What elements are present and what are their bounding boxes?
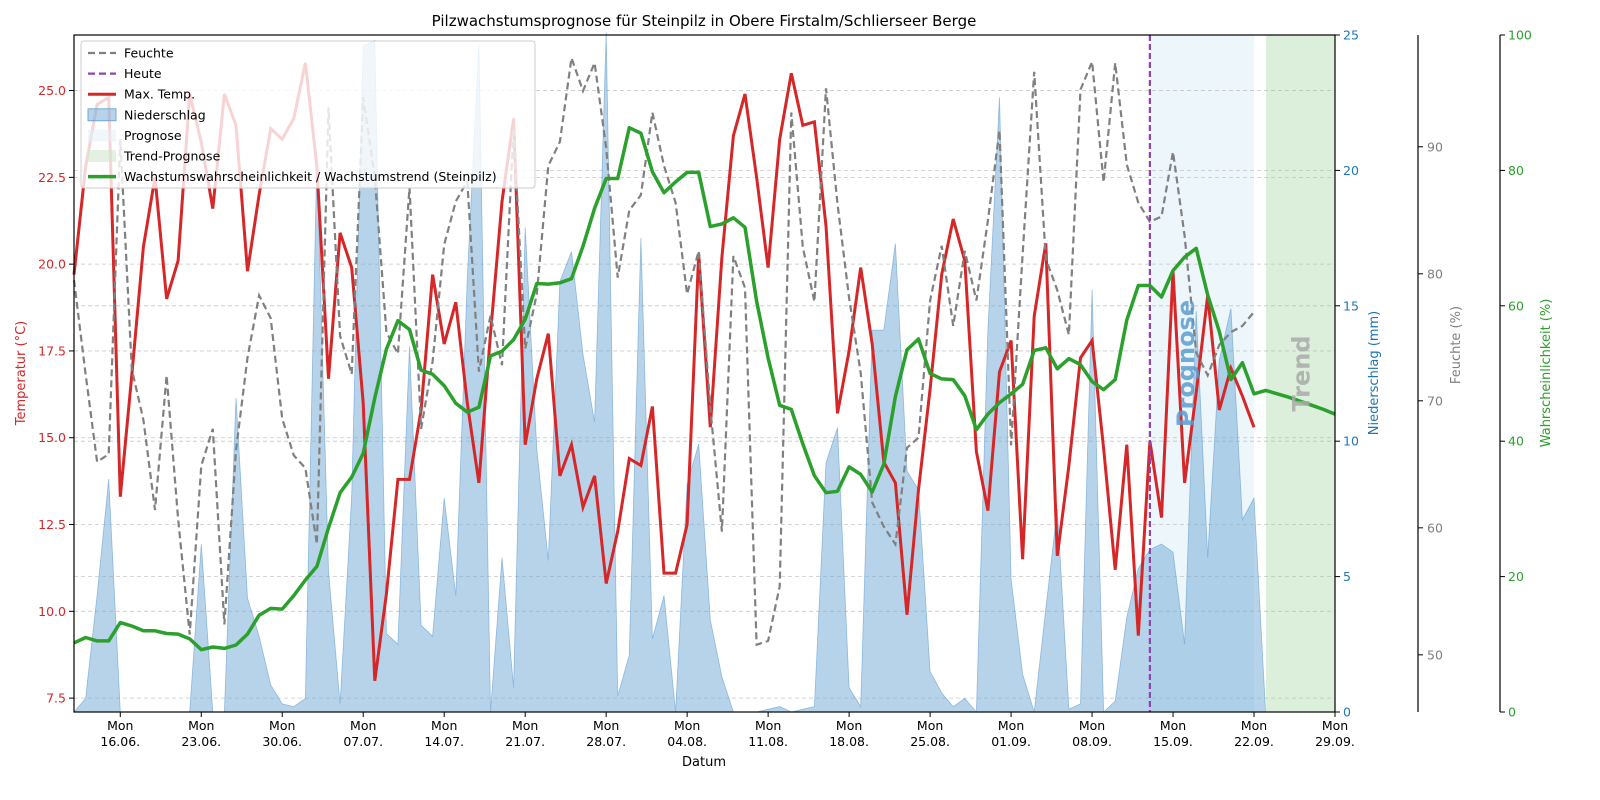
legend: Feuchte Heute Max. Temp. Niederschlag Progno…	[80, 40, 536, 189]
temperature-axis-label: Temperatur (°C)	[14, 321, 29, 427]
x-tick-label-weekday: Mon	[188, 718, 214, 733]
temperature-tick-label: 10.0	[38, 604, 66, 619]
precipitation-tick-label: 10	[1343, 434, 1359, 449]
x-tick-label-date: 22.09.	[1234, 734, 1274, 749]
temperature-tick-label: 20.0	[38, 257, 66, 272]
x-tick-label-weekday: Mon	[1241, 718, 1267, 733]
x-tick-label-weekday: Mon	[512, 718, 538, 733]
precipitation-tick-label: 0	[1343, 705, 1351, 720]
precipitation-tick-label: 20	[1343, 163, 1359, 178]
humidity-line	[72, 57, 1255, 647]
legend-item-humidity: Feuchte	[88, 46, 174, 61]
x-tick-label-weekday: Mon	[269, 718, 295, 733]
x-tick-label-date: 01.09.	[991, 734, 1031, 749]
x-tick-label-date: 16.06.	[100, 734, 140, 749]
probability-tick-label: 20	[1508, 569, 1524, 584]
x-tick-label-weekday: Mon	[917, 718, 943, 733]
legend-label: Max. Temp.	[124, 87, 195, 102]
chart-title: Pilzwachstumsprognose für Steinpilz in O…	[432, 12, 977, 30]
trend-region	[1266, 35, 1335, 712]
precipitation-tick-label: 15	[1343, 298, 1359, 313]
legend-label: Niederschlag	[124, 107, 206, 122]
probability-tick-label: 0	[1508, 705, 1516, 720]
region-labels: Prognose Trend	[1172, 300, 1315, 427]
x-tick-label-weekday: Mon	[431, 718, 457, 733]
humidity-tick-label: 90	[1427, 139, 1443, 154]
x-tick-label-date: 30.06.	[262, 734, 302, 749]
x-tick-label-weekday: Mon	[674, 718, 700, 733]
legend-swatch	[87, 108, 117, 122]
probability-line	[73, 125, 1336, 652]
x-tick-label-date: 29.09.	[1315, 734, 1355, 749]
legend-label: Heute	[124, 66, 162, 81]
humidity-series	[72, 57, 1255, 647]
legend-label: Wachstumswahrscheinlichkeit / Wachstumst…	[124, 169, 497, 184]
precipitation-area	[73, 32, 1289, 714]
probability-tick-label: 60	[1508, 298, 1524, 313]
humidity-tick-label: 60	[1427, 520, 1443, 535]
x-tick-label-weekday: Mon	[593, 718, 619, 733]
x-tick-label-date: 07.07.	[343, 734, 383, 749]
humidity-tick-label: 70	[1427, 393, 1443, 408]
probability-tick-label: 80	[1508, 163, 1524, 178]
precipitation-tick-label: 5	[1343, 569, 1351, 584]
x-tick-label-weekday: Mon	[1160, 718, 1186, 733]
probability-series	[73, 125, 1336, 652]
x-tick-label-weekday: Mon	[107, 718, 133, 733]
x-tick-label-date: 18.08.	[829, 734, 869, 749]
x-tick-label-date: 04.08.	[667, 734, 707, 749]
legend-label: Feuchte	[124, 46, 174, 61]
humidity-tick-label: 80	[1427, 266, 1443, 281]
legend-item-probability: Wachstumswahrscheinlichkeit / Wachstumst…	[88, 169, 497, 184]
x-tick-label-weekday: Mon	[1079, 718, 1105, 733]
legend-item-prognose: Prognose	[88, 128, 182, 143]
trend-region-label: Trend	[1287, 335, 1315, 411]
temperature-tick-label: 22.5	[38, 170, 66, 185]
x-tick-label-date: 08.09.	[1072, 734, 1112, 749]
x-tick-label-date: 21.07.	[505, 734, 545, 749]
legend-item-temperature: Max. Temp.	[88, 87, 195, 102]
x-axis-label: Datum	[682, 755, 726, 770]
x-tick-label-date: 14.07.	[424, 734, 464, 749]
precipitation-area-path	[73, 32, 1289, 714]
x-tick-label-weekday: Mon	[755, 718, 781, 733]
x-tick-label-weekday: Mon	[836, 718, 862, 733]
humidity-tick-label: 50	[1427, 647, 1443, 662]
temperature-tick-label: 15.0	[38, 430, 66, 445]
legend-item-precipitation: Niederschlag	[87, 107, 206, 122]
precipitation-tick-label: 25	[1343, 28, 1359, 43]
probability-tick-label: 40	[1508, 434, 1524, 449]
x-tick-label-weekday: Mon	[998, 718, 1024, 733]
x-tick-label-date: 11.08.	[748, 734, 788, 749]
probability-tick-label: 100	[1508, 28, 1532, 43]
x-tick-label-weekday: Mon	[350, 718, 376, 733]
humidity-axis-label: Feuchte (%)	[1449, 306, 1464, 384]
x-tick-label-date: 15.09.	[1153, 734, 1193, 749]
x-tick-label-weekday: Mon	[1322, 718, 1348, 733]
x-tick-label-date: 28.07.	[586, 734, 626, 749]
legend-item-trend: Trend-Prognose	[88, 149, 221, 164]
x-tick-label-date: 23.06.	[181, 734, 221, 749]
precipitation-axis-label: Niederschlag (mm)	[1367, 311, 1382, 436]
legend-swatch	[88, 129, 116, 142]
legend-box	[80, 40, 536, 189]
legend-item-today: Heute	[88, 66, 162, 81]
legend-swatch	[88, 150, 116, 162]
temperature-tick-label: 12.5	[38, 517, 66, 532]
temperature-tick-label: 17.5	[38, 343, 66, 358]
temperature-tick-label: 25.0	[38, 83, 66, 98]
prognose-region-label: Prognose	[1172, 300, 1200, 427]
legend-label: Prognose	[124, 128, 182, 143]
plot-frame	[73, 34, 1336, 713]
legend-label: Trend-Prognose	[123, 149, 221, 164]
x-tick-label-date: 25.08.	[910, 734, 950, 749]
axes: Mon16.06.Mon23.06.Mon30.06.Mon07.07.Mon1…	[38, 28, 1532, 750]
probability-axis-label: Wahrscheinlichkeit (%)	[1539, 299, 1554, 448]
temperature-tick-label: 7.5	[46, 691, 66, 706]
